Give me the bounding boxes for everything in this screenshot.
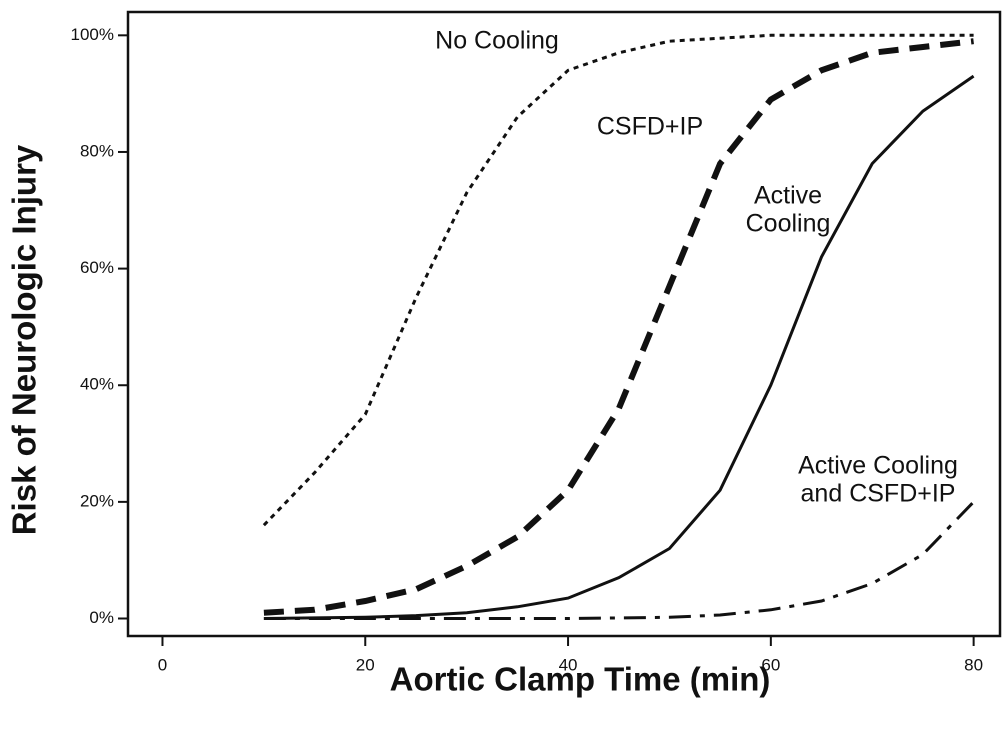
y-tick-label: 60%	[80, 258, 114, 277]
annotation: Active Cooling	[798, 452, 958, 480]
x-tick-label: 80	[964, 655, 983, 674]
y-tick-label: 0%	[89, 608, 114, 627]
plot-frame	[126, 10, 1002, 638]
annotation: and CSFD+IP	[801, 480, 956, 508]
y-axis-label: Risk of Neurologic Injury	[6, 144, 43, 535]
x-axis-label: Aortic Clamp Time (min)	[390, 661, 771, 698]
series-line	[263, 500, 975, 620]
x-tick-label: 0	[158, 655, 167, 674]
series-line	[263, 38, 974, 616]
x-tick-label: 20	[356, 655, 375, 674]
y-tick-label: 80%	[80, 141, 114, 160]
y-tick-label: 40%	[80, 375, 114, 394]
annotation: Active	[754, 182, 822, 210]
y-tick-label: 100%	[71, 25, 114, 44]
series-line	[263, 74, 975, 620]
y-tick-label: 20%	[80, 491, 114, 510]
series-line	[262, 33, 974, 527]
annotation: Cooling	[746, 210, 831, 238]
x-tick-label: 40	[559, 655, 578, 674]
x-tick-label: 60	[761, 655, 780, 674]
annotation: CSFD+IP	[597, 113, 703, 141]
annotation: No Cooling	[435, 27, 559, 55]
